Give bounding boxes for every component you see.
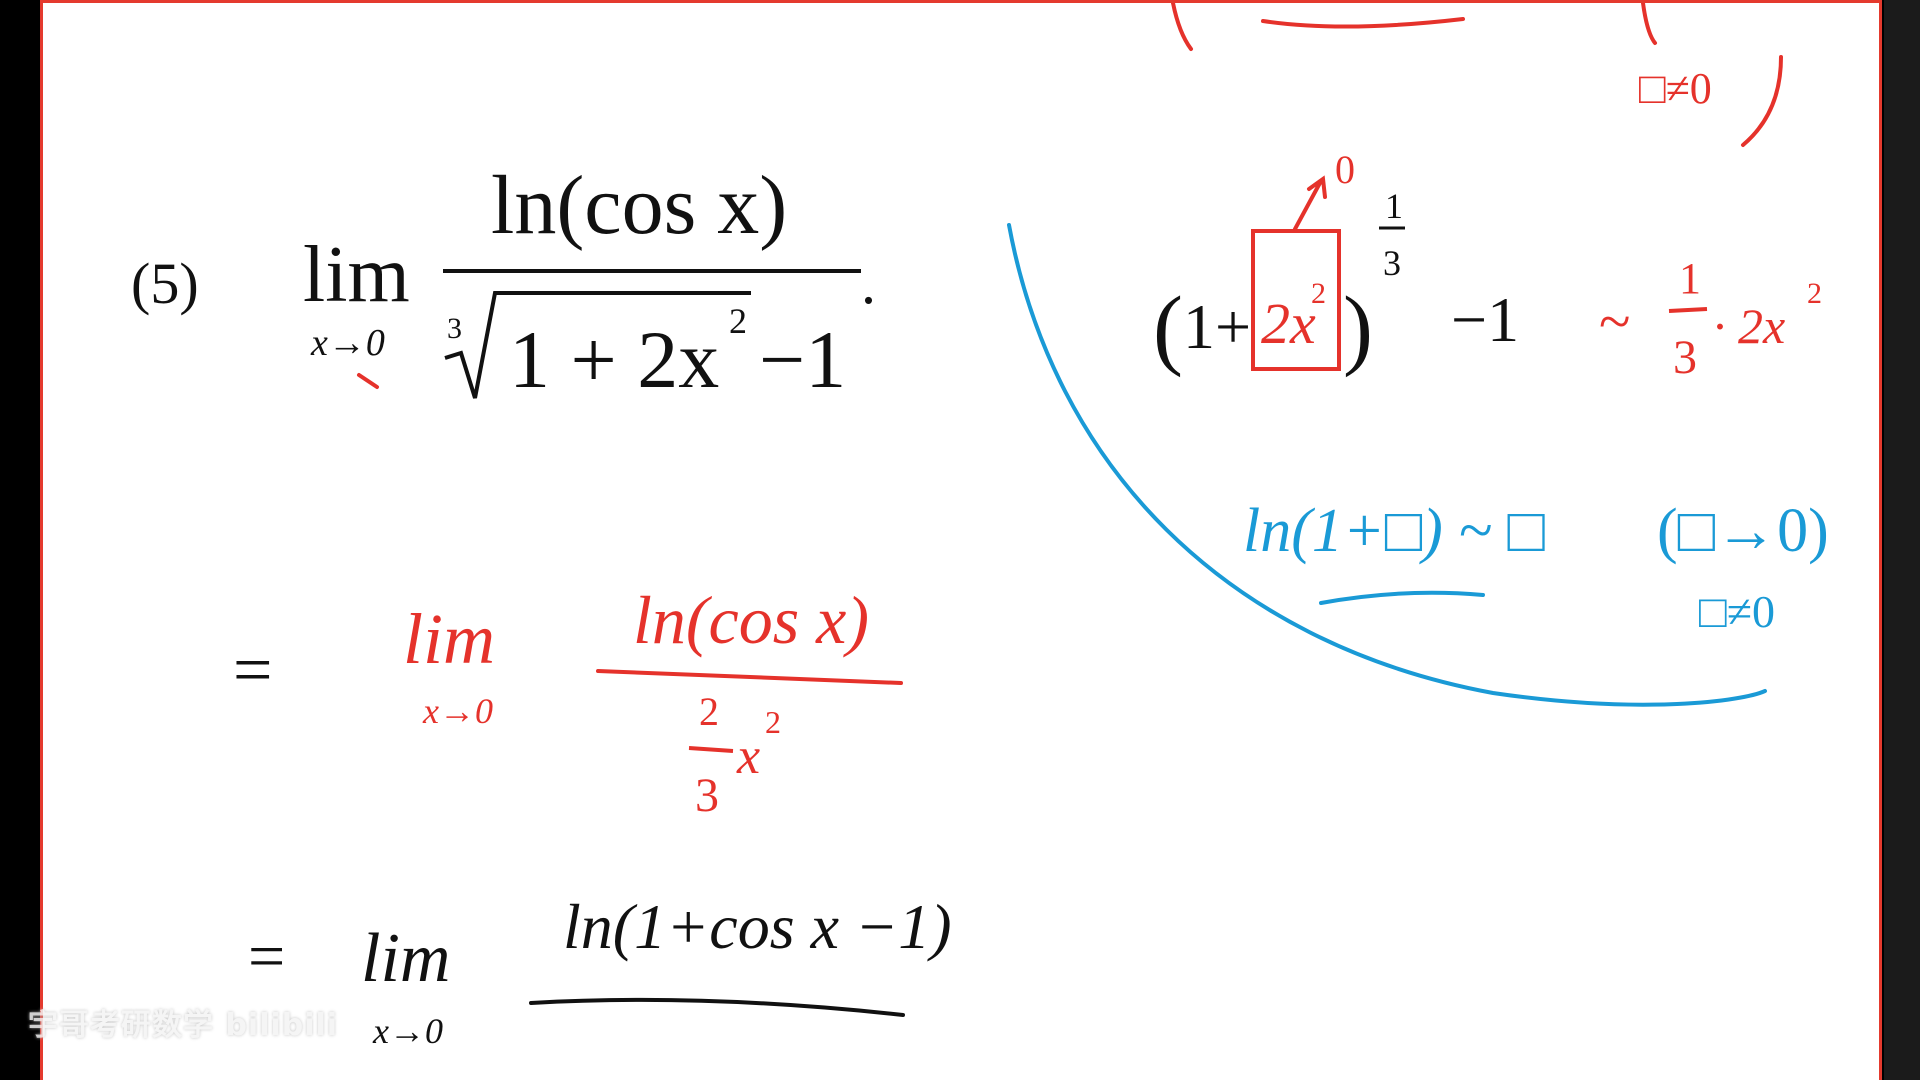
right-edge-strip	[1884, 0, 1920, 1080]
equiv-boxed-exp: 2	[1311, 277, 1326, 310]
equiv-power-num: 1	[1385, 186, 1403, 226]
equiv-tilde: ~	[1599, 289, 1630, 354]
equiv-arrow	[1293, 175, 1327, 231]
step2-lim: lim	[361, 920, 450, 997]
problem-period: .	[861, 250, 876, 316]
watermark: 宇哥考研数学 bilibili	[28, 1008, 339, 1043]
equiv-boxed-term: 2x	[1261, 291, 1316, 356]
equiv-arrow-target: 0	[1335, 147, 1355, 192]
problem-minus-one: −1	[759, 314, 846, 405]
red-tick-mark	[357, 373, 379, 389]
board-drawing: (5) lim x→0 ln(cos x) 3 1 + 2x 2 −1 . = …	[131, 3, 1829, 1051]
step1-denom-bar	[688, 746, 734, 753]
equiv-one-plus: 1+	[1183, 291, 1251, 362]
problem-radical-sign	[444, 291, 751, 399]
step1-denom-var: x	[736, 728, 760, 785]
equiv-coef-den: 3	[1673, 331, 1697, 384]
step1-denom-num: 2	[699, 689, 719, 734]
step1-denom-den: 3	[695, 769, 719, 822]
problem-numerator: ln(cos x)	[491, 159, 787, 252]
ln-note-cond2: □≠0	[1699, 586, 1775, 637]
equiv-red-box	[1251, 229, 1341, 371]
equiv-dot-term-exp: 2	[1807, 277, 1822, 310]
equiv-coef-bar	[1668, 307, 1708, 313]
top-partial-cond: □≠0	[1639, 64, 1712, 113]
equiv-minus-one: −1	[1451, 284, 1519, 355]
whiteboard: (5) lim x→0 ln(cos x) 3 1 + 2x 2 −1 . = …	[40, 0, 1882, 1080]
step2-fraction-bar	[529, 997, 905, 1017]
step2-numerator: ln(1+cos x −1)	[563, 891, 952, 962]
problem-radicand-exp: 2	[729, 301, 747, 341]
step1-fraction-bar	[596, 669, 903, 685]
problem-root-index: 3	[447, 312, 462, 345]
step2-expression: = lim x→0 ln(1+cos x −1)	[248, 891, 952, 1051]
top-partial-notes: □≠0	[1171, 3, 1783, 147]
equiv-coef-num: 1	[1679, 254, 1701, 303]
ln-note: ln(1+□) ~ □ (□→0) □≠0	[1243, 497, 1829, 637]
step1-lim: lim	[403, 599, 495, 679]
step2-lim-sub: x→0	[372, 1011, 443, 1051]
problem-expression: (5) lim x→0 ln(cos x) 3 1 + 2x 2 −1 .	[131, 159, 876, 405]
equivalence-note: ( 1+ 2x 2 0 ) 1 3 −1 ~ 1 3 · 2x 2	[1153, 147, 1822, 384]
step1-denom-exp: 2	[765, 704, 781, 740]
top-partial-paren	[1171, 3, 1193, 51]
ln-note-underline	[1319, 590, 1485, 605]
problem-lim: lim	[303, 231, 410, 319]
problem-number: (5)	[131, 251, 199, 316]
problem-radicand: 1 + 2x	[509, 314, 719, 405]
equiv-open-paren: (	[1153, 279, 1183, 378]
ln-note-expr: ln(1+□) ~ □	[1243, 497, 1545, 565]
top-partial-strokes	[1261, 3, 1657, 45]
equiv-dot-term: · 2x	[1713, 298, 1785, 354]
step1-expression: = lim x→0 ln(cos x) 2 3 x 2	[233, 582, 903, 822]
blue-enclosing-arc	[1007, 223, 1767, 707]
top-partial-close-paren	[1741, 55, 1783, 147]
equiv-close-paren: )	[1343, 279, 1373, 378]
step1-equals: =	[233, 632, 272, 709]
equiv-power-den: 3	[1383, 243, 1401, 283]
step1-numerator: ln(cos x)	[633, 582, 869, 658]
step1-lim-sub: x→0	[422, 691, 493, 731]
ln-note-cond: (□→0)	[1657, 497, 1829, 565]
step2-equals: =	[248, 920, 285, 993]
problem-lim-sub: x→0	[310, 322, 385, 364]
